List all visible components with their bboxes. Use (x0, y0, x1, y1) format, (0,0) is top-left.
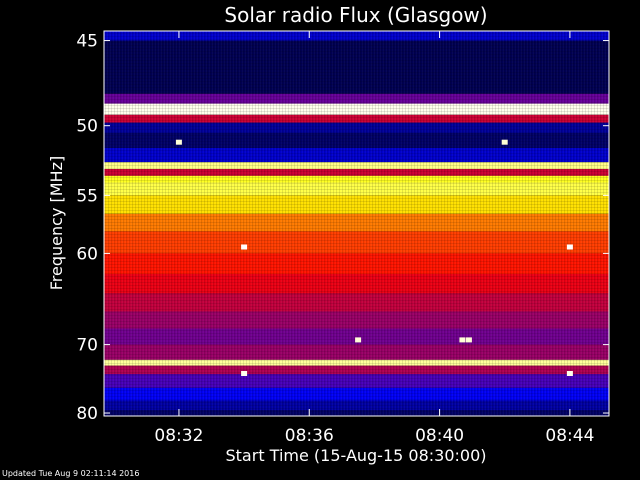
burst-spot (241, 371, 248, 376)
chart-title: Solar radio Flux (Glasgow) (224, 3, 487, 27)
burst-spot (241, 244, 248, 250)
y-tick-label: 60 (76, 244, 98, 264)
y-axis: 45 50 55 60 70 80 (76, 32, 609, 424)
y-tick-label: 50 (76, 117, 98, 137)
y-tick-label: 45 (76, 32, 98, 52)
burst-spot (459, 337, 466, 343)
x-tick-label: 08:44 (545, 426, 594, 446)
x-tick-label: 08:40 (415, 426, 464, 446)
x-tick-label: 08:32 (154, 426, 203, 446)
burst-spot (175, 139, 182, 145)
y-tick-label: 55 (76, 186, 98, 206)
hot-spots (175, 139, 573, 376)
x-axis: 08:32 08:36 08:40 08:44 (154, 31, 594, 446)
y-tick-label: 80 (76, 404, 98, 424)
updated-timestamp: Updated Tue Aug 9 02:11:14 2016 (2, 469, 140, 478)
y-tick-label: 70 (76, 336, 98, 356)
x-tick-label: 08:36 (285, 426, 334, 446)
x-axis-label: Start Time (15-Aug-15 08:30:00) (226, 446, 487, 465)
burst-spot (501, 139, 508, 145)
burst-spot (355, 337, 362, 343)
plot-frame (103, 30, 610, 417)
y-axis-label: Frequency [MHz] (47, 156, 66, 290)
burst-spot (465, 337, 472, 343)
plot-area (103, 30, 610, 417)
frequency-texture (104, 31, 609, 416)
burst-spot (566, 371, 573, 376)
burst-spot (566, 244, 573, 250)
